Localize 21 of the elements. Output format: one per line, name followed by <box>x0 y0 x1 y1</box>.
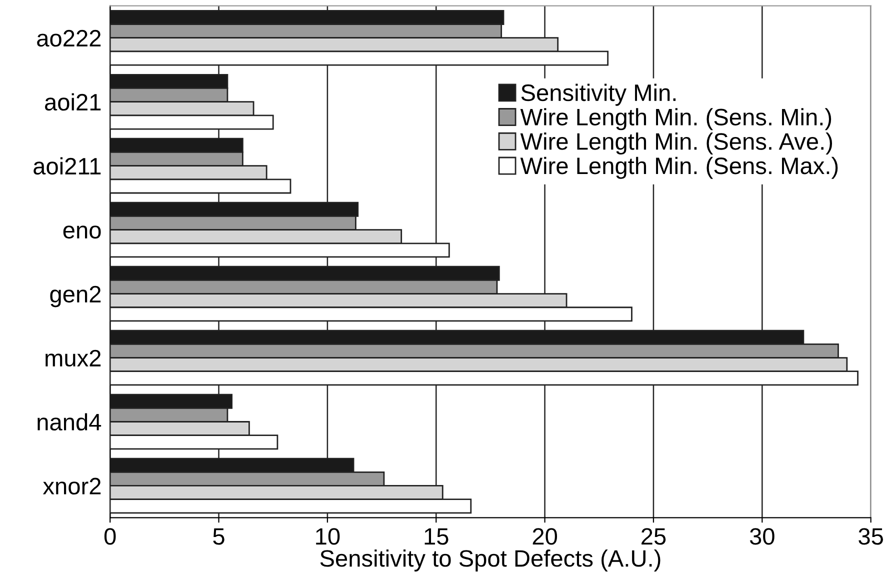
y-tick-label: gen2 <box>50 286 101 308</box>
legend-label: Sensitivity Min. <box>521 84 676 106</box>
x-tick-label: 5 <box>213 528 224 545</box>
x-tick-label: 10 <box>316 528 340 545</box>
y-tick-label: nand4 <box>38 413 102 431</box>
y-tick-label: mux2 <box>46 350 101 367</box>
y-tick-label: ao222 <box>37 30 101 47</box>
x-tick-label: 25 <box>642 528 666 545</box>
x-tick-label: 30 <box>750 528 774 545</box>
x-tick-label: 15 <box>424 528 448 545</box>
x-tick-label: 20 <box>532 528 558 545</box>
legend-label: Wire Length Min. (Sens. Ave.) <box>520 132 832 155</box>
legend-label: Wire Length Min. (Sens. Min.) <box>520 108 832 130</box>
legend-label: Wire Length Min. (Sens. Max.) <box>520 156 838 179</box>
y-tick-label: eno <box>63 226 101 239</box>
y-tick-label: aoi211 <box>34 157 101 175</box>
x-axis-title: Sensitivity to Spot Defects (A.U.) <box>320 549 660 572</box>
y-tick-label: xnor2 <box>42 478 101 495</box>
x-tick-label: 0 <box>104 528 116 545</box>
x-tick-label: 35 <box>858 528 883 545</box>
y-tick-label: aoi21 <box>44 93 101 111</box>
